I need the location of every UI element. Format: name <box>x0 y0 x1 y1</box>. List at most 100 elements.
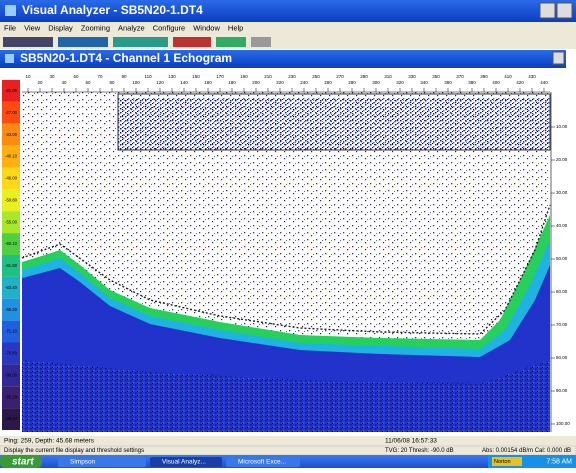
ping-tick-label: 180 <box>228 80 236 85</box>
toolbar-buttons <box>3 37 271 47</box>
tvg-status: TVG: 20 Thresh: -90.0 dB <box>385 448 454 454</box>
ping-tick-label: 260 <box>324 80 332 85</box>
ping-tick-label: 370 <box>456 74 464 79</box>
menu-item[interactable]: File <box>4 23 16 32</box>
ping-tick-label: 200 <box>252 80 260 85</box>
screen: Visual Analyzer - SB5N20-1.DT4 File View D… <box>0 0 576 468</box>
ping-tick-label: 290 <box>360 74 368 79</box>
ping-tick-label: 270 <box>336 74 344 79</box>
child-icon <box>5 54 14 63</box>
ping-tick-label: 60 <box>85 80 91 85</box>
window-title: Visual Analyzer - SB5N20-1.DT4 <box>22 3 203 17</box>
ping-tick-label: 430 <box>528 74 536 79</box>
color-scale-label: -50.80 <box>5 197 18 202</box>
depth-label: 50.00 <box>556 256 568 261</box>
app-icon <box>5 5 16 16</box>
ping-tick-label: 170 <box>216 74 224 79</box>
menu-item[interactable]: Configure <box>153 23 186 32</box>
ping-tick-label: 440 <box>540 80 548 85</box>
ping-tick-label: 280 <box>348 80 356 85</box>
toolbar-group[interactable] <box>113 37 168 47</box>
menu-item[interactable]: Display <box>48 23 73 32</box>
ping-tick-label: 300 <box>372 80 380 85</box>
ping-tick-label: 360 <box>444 80 452 85</box>
ping-tick-label: 350 <box>432 74 440 79</box>
minimize-button[interactable] <box>540 3 555 18</box>
color-scale-label: -60.10 <box>5 241 18 246</box>
child-close[interactable] <box>553 52 564 64</box>
ping-tick-label: 340 <box>420 80 428 85</box>
ping-tick-label: 150 <box>192 74 200 79</box>
color-scale-label: -21.00 <box>5 88 18 93</box>
toolbar-group[interactable] <box>216 37 246 47</box>
menu-item[interactable]: View <box>24 23 41 32</box>
fish-layer <box>118 98 550 150</box>
ping-tick-label: 80 <box>109 80 115 85</box>
task-label: Visual Analyz... <box>162 459 206 466</box>
color-scale-label: -27.00 <box>5 110 18 115</box>
color-scale-label: -40.10 <box>5 154 18 159</box>
depth-label: 20.00 <box>556 157 568 162</box>
menu-item[interactable]: Help <box>228 23 243 32</box>
clock: 7:58 AM <box>546 458 572 465</box>
color-scale-label: -33.00 <box>5 132 18 137</box>
color-scale-label: -85.20 <box>5 394 18 399</box>
task-label: Simpson <box>70 459 96 466</box>
ping-tick-label: 400 <box>492 80 500 85</box>
ping-tick-label: 190 <box>240 74 248 79</box>
ping-tick-label: 390 <box>480 74 488 79</box>
ping-tick-label: 160 <box>204 80 212 85</box>
echogram <box>22 92 550 432</box>
tray-label: Norton <box>494 459 511 465</box>
menu-item[interactable]: Analyze <box>118 23 145 32</box>
depth-label: 60.00 <box>556 289 568 294</box>
ping-tick-label: 30 <box>49 74 55 79</box>
child-title: SB5N20-1.DT4 - Channel 1 Echogram <box>20 51 232 65</box>
toolbar-group[interactable] <box>173 37 211 47</box>
depth-label: 80.00 <box>556 355 568 360</box>
depth-label: 40.00 <box>556 223 568 228</box>
toolbar-group[interactable] <box>3 37 53 47</box>
ping-status: Ping: 259, Depth: 45.68 meters <box>4 438 95 445</box>
depth-label: 10.00 <box>556 124 568 129</box>
ping-tick-label: 250 <box>312 74 320 79</box>
timestamp: 11/06/08 16:57:33 <box>385 438 437 445</box>
color-scale-label: -71.10 <box>5 329 18 334</box>
ping-tick-label: 40 <box>61 80 67 85</box>
color-scale-label: -46.00 <box>5 176 18 181</box>
ping-tick-label: 130 <box>168 74 176 79</box>
ping-tick-label: 50 <box>73 74 79 79</box>
color-scale-label: -65.20 <box>5 307 18 312</box>
ping-tick-label: 20 <box>37 80 43 85</box>
ping-tick-label: 380 <box>468 80 476 85</box>
color-scale-label: -88.10 <box>5 416 18 421</box>
ping-tick-label: 140 <box>180 80 188 85</box>
abs-status: Abs: 0.00154 dB/m Cal: 0.000 dB <box>482 448 571 454</box>
ping-tick-label: 230 <box>288 74 296 79</box>
ping-tick-label: 90 <box>121 74 127 79</box>
toolbar-group[interactable] <box>58 37 108 47</box>
color-scale-label: -55.00 <box>5 219 18 224</box>
ping-tick-label: 310 <box>384 74 392 79</box>
toolbar-group[interactable] <box>251 37 271 47</box>
ping-tick-label: 100 <box>132 80 140 85</box>
color-scale-label: -76.80 <box>5 351 18 356</box>
menu-item[interactable]: Window <box>193 23 220 32</box>
depth-label: 90.00 <box>556 388 568 393</box>
menu-item[interactable]: Zooming <box>81 23 110 32</box>
ping-tick-label: 240 <box>300 80 308 85</box>
depth-label: 30.00 <box>556 190 568 195</box>
start-label: start <box>12 457 34 468</box>
restore-button[interactable] <box>557 3 572 18</box>
ping-tick-label: 120 <box>156 80 164 85</box>
ping-tick-label: 330 <box>408 74 416 79</box>
color-scale-label: -61.90 <box>5 263 18 268</box>
hint: Display the current file display and thr… <box>4 448 144 454</box>
ping-tick-label: 320 <box>396 80 404 85</box>
ping-tick-label: 10 <box>25 74 31 79</box>
ping-tick-label: 410 <box>504 74 512 79</box>
depth-label: 100.00 <box>556 421 570 426</box>
task-label: Microsoft Exce... <box>238 459 286 466</box>
depth-label: 70.00 <box>556 322 568 327</box>
color-scale-label: -80.00 <box>5 372 18 377</box>
